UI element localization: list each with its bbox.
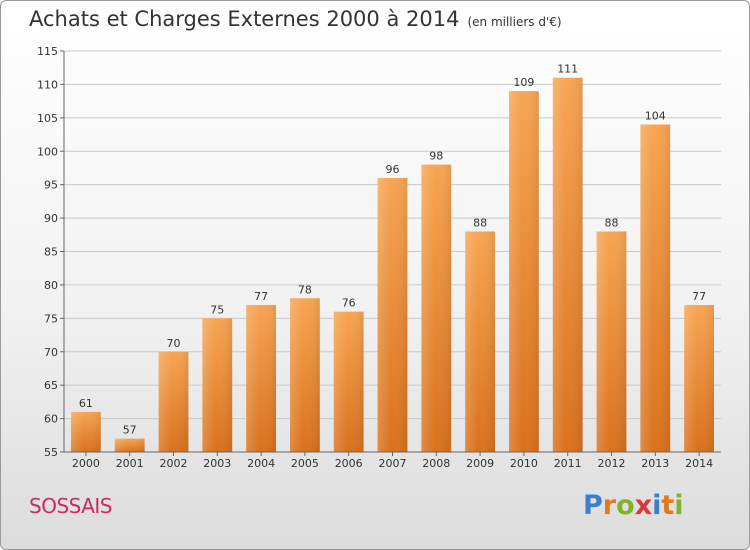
y-tick-label: 80 (44, 279, 58, 292)
bar-value-label: 76 (342, 297, 356, 310)
bar-shade-2011 (552, 77, 583, 452)
bar-shade-2007 (377, 177, 408, 452)
chart-subtitle: (en milliers d'€) (467, 15, 562, 29)
bar-shade-2001 (114, 438, 145, 452)
x-tick-label: 2003 (203, 457, 231, 470)
x-tick-label: 2010 (510, 457, 538, 470)
y-tick-label: 70 (44, 346, 58, 359)
logo-letter: i (652, 490, 662, 521)
bar-value-label: 77 (692, 290, 706, 303)
bar-value-label: 88 (605, 216, 619, 229)
bar-shade-2014 (684, 304, 714, 452)
bar-shade-2009 (465, 231, 495, 452)
bar-shade-2005 (290, 298, 320, 452)
y-tick-label: 95 (44, 179, 58, 192)
logo-letter: t (661, 490, 675, 521)
bar-shade-2012 (596, 231, 627, 452)
proxiti-logo: Proxiti (583, 490, 684, 521)
chart-title-text: Achats et Charges Externes 2000 à 2014 (29, 7, 460, 31)
logo-letter: r (602, 490, 617, 521)
bar-value-label: 104 (645, 110, 666, 123)
logo-letter: P (583, 490, 603, 521)
y-tick-label: 55 (44, 446, 58, 459)
bar-value-label: 61 (79, 397, 93, 410)
bar-value-label: 109 (513, 76, 534, 89)
y-tick-label: 100 (37, 145, 58, 158)
chart-title: Achats et Charges Externes 2000 à 2014 (e… (29, 7, 562, 31)
x-tick-label: 2001 (116, 457, 144, 470)
logo-letter: x (634, 490, 653, 521)
bar-value-label: 96 (386, 163, 400, 176)
x-tick-label: 2007 (379, 457, 407, 470)
x-tick-label: 2014 (685, 457, 713, 470)
bar-shade-2010 (509, 91, 539, 452)
y-tick-label: 75 (44, 312, 58, 325)
y-tick-label: 65 (44, 379, 58, 392)
x-tick-label: 2000 (72, 457, 100, 470)
x-tick-label: 2002 (160, 457, 188, 470)
bars: 61 57 70 75 77 78 76 96 98 88 109 111 88 104 77 (71, 63, 714, 453)
y-tick-label: 115 (37, 45, 58, 58)
x-tick-label: 2013 (641, 457, 669, 470)
x-tick-label: 2006 (335, 457, 363, 470)
x-tick-label: 2008 (422, 457, 450, 470)
bar-shade-2004 (246, 304, 276, 452)
y-tick-label: 60 (44, 413, 58, 426)
x-axis: 2000 2001 2002 2003 2004 2005 2006 2007 2008 2009… (64, 451, 721, 470)
bar-value-label: 70 (167, 337, 181, 350)
x-tick-label: 2011 (554, 457, 582, 470)
bar-shade-2002 (158, 351, 189, 452)
bar-value-label: 98 (429, 150, 443, 163)
y-tick-label: 105 (37, 112, 58, 125)
bar-value-label: 111 (557, 63, 578, 76)
bar-value-label: 75 (210, 303, 224, 316)
x-tick-label: 2004 (247, 457, 275, 470)
bar-value-label: 77 (254, 290, 268, 303)
y-tick-label: 90 (44, 212, 58, 225)
x-tick-label: 2009 (466, 457, 494, 470)
y-tick-label: 110 (37, 78, 58, 91)
bar-value-label: 57 (123, 424, 137, 437)
y-tick-label: 85 (44, 246, 58, 259)
bar-value-label: 78 (298, 283, 312, 296)
x-tick-label: 2005 (291, 457, 319, 470)
logo-letter: o (616, 490, 635, 521)
bar-shade-2013 (640, 124, 671, 453)
bar-shade-2003 (202, 318, 233, 452)
logo-letter: i (674, 490, 684, 521)
y-axis: 55 60 65 70 75 80 85 90 95 100 105 110 115 (37, 45, 65, 459)
bar-shade-2000 (71, 411, 101, 452)
bar-shade-2008 (421, 164, 452, 452)
bar-shade-2006 (333, 311, 364, 452)
commune-name: SOSSAIS (29, 494, 112, 518)
x-tick-label: 2012 (598, 457, 626, 470)
bar-value-label: 88 (473, 216, 487, 229)
